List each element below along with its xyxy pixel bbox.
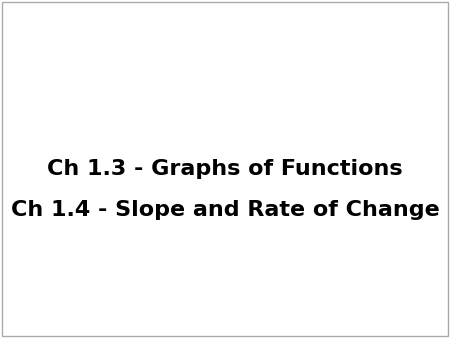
- Text: Ch 1.3 - Graphs of Functions: Ch 1.3 - Graphs of Functions: [47, 159, 403, 179]
- Text: Ch 1.4 - Slope and Rate of Change: Ch 1.4 - Slope and Rate of Change: [11, 199, 439, 220]
